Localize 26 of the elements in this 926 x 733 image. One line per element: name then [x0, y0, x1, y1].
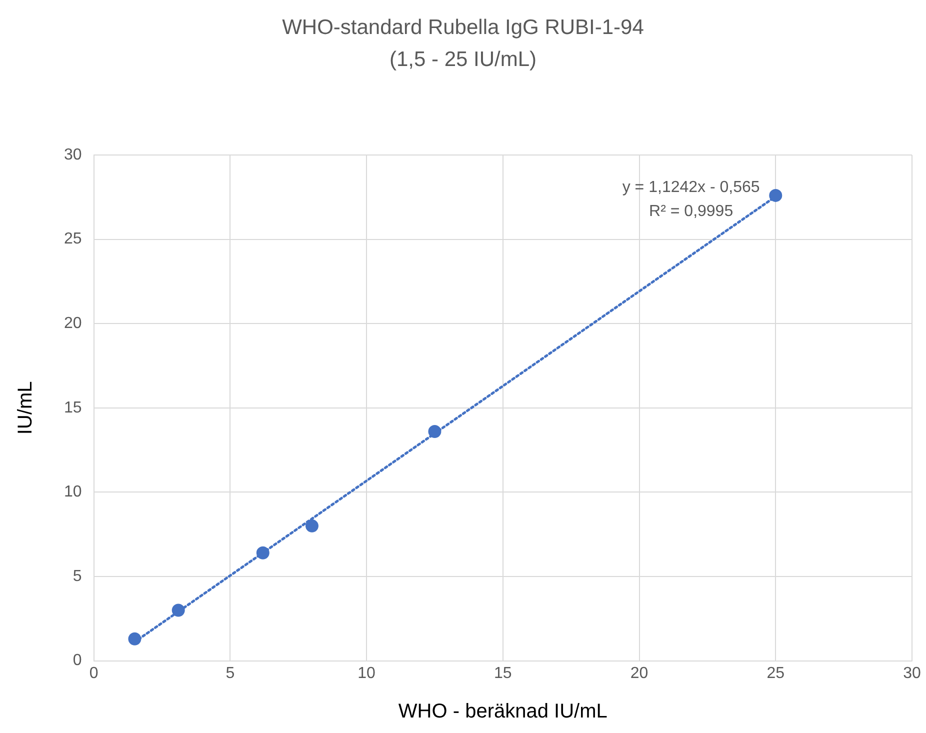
- y-tick-label: 25: [64, 230, 82, 248]
- point: [256, 546, 270, 560]
- point: [305, 519, 318, 532]
- x-tick-label: 25: [766, 664, 785, 682]
- y-tick-label: 5: [72, 568, 82, 585]
- x-tick-label: 30: [903, 664, 921, 682]
- y-tick-label: 30: [64, 146, 82, 164]
- annotation: R² = 0,9995: [649, 203, 734, 220]
- y-tick-label: 15: [64, 399, 82, 416]
- point: [428, 425, 442, 438]
- annotation: y = 1,1242x - 0,565: [622, 179, 760, 196]
- point: [769, 188, 782, 202]
- y-tick-label: 20: [64, 315, 82, 332]
- y-tick-label: 0: [72, 652, 82, 670]
- x-tick-label: 15: [494, 664, 512, 682]
- y-tick-label: 10: [64, 484, 82, 501]
- x-tick-label: 10: [358, 664, 376, 682]
- x-tick-label: 20: [630, 664, 648, 682]
- chart-title: WHO-standard Rubella IgG RUBI-1-94: [281, 15, 645, 41]
- y-axis-title: IU/mL: [14, 381, 37, 435]
- x-tick-label: 0: [89, 664, 98, 682]
- x-tick-label: 5: [226, 664, 235, 682]
- x-axis-title: WHO - beräknad IU/mL: [398, 700, 608, 723]
- point: [128, 632, 142, 646]
- point: [172, 604, 185, 617]
- chart-subtitle: (1,5 - 25 IU/mL): [388, 47, 538, 73]
